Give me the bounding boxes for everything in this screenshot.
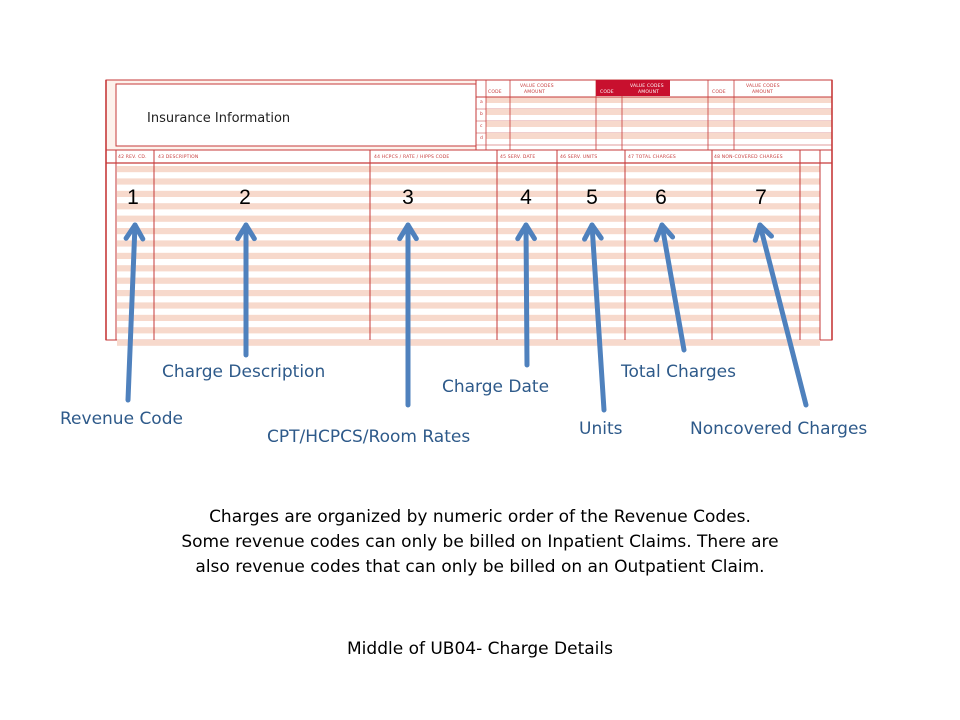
- insurance-information-label: Insurance Information: [147, 111, 291, 126]
- field-number-5: 5: [586, 186, 598, 209]
- arrow-head: [235, 222, 257, 242]
- label-charge-description: Charge Description: [162, 362, 326, 382]
- header-rev-cd: 42 REV. CD.: [118, 155, 147, 160]
- arrow-revenue-code: [123, 222, 146, 403]
- charge-stripe: [117, 240, 820, 247]
- arrow-head: [752, 222, 774, 243]
- charge-stripe: [117, 265, 820, 272]
- label-noncovered-charges: Noncovered Charges: [690, 419, 868, 439]
- arrow-charge-description: [235, 222, 257, 358]
- value-codes-code-2: CODE: [600, 90, 614, 95]
- arrow-head: [123, 222, 146, 242]
- charge-stripe: [117, 290, 820, 297]
- value-codes-highlight: [596, 80, 670, 96]
- value-row-letter-a: a: [480, 100, 483, 105]
- arrow-head: [582, 222, 604, 242]
- header-serv-date: 45 SERV. DATE: [500, 155, 536, 160]
- form-top-section: [105, 79, 833, 151]
- value-row-letter-c: c: [480, 124, 483, 129]
- field-number-1: 1: [127, 186, 139, 209]
- label-revenue-code: Revenue Code: [60, 409, 183, 429]
- note-line-2: Some revenue codes can only be billed on…: [181, 532, 779, 552]
- charge-line-stripes: [117, 166, 820, 346]
- arrow-shaft: [125, 222, 138, 403]
- charge-stripe: [117, 277, 820, 284]
- explanatory-note: Charges are organized by numeric order o…: [0, 505, 960, 580]
- arrow-charge-date: [515, 222, 537, 368]
- field-number-4: 4: [520, 186, 532, 209]
- arrow-total-charges: [653, 222, 687, 353]
- charge-stripe: [117, 166, 820, 173]
- header-description: 43 DESCRIPTION: [158, 155, 199, 160]
- header-serv-units: 46 SERV. UNITS: [560, 155, 598, 160]
- charge-stripe: [117, 314, 820, 321]
- form-charge-section: [105, 80, 833, 346]
- value-row-letter-d: d: [480, 136, 484, 141]
- label-total-charges: Total Charges: [621, 362, 736, 382]
- arrow-shaft: [659, 222, 687, 353]
- charge-stripe: [117, 339, 820, 346]
- arrow-head: [515, 222, 537, 242]
- value-codes-stripe: [486, 109, 832, 115]
- header-hcpcs: 44 HCPCS / RATE / HIPPS CODE: [374, 155, 450, 160]
- header-total-charges: 47 TOTAL CHARGES: [628, 155, 676, 160]
- note-line-3: also revenue codes that can only be bill…: [195, 557, 765, 577]
- label-units: Units: [579, 419, 623, 439]
- charge-stripe: [117, 228, 820, 235]
- value-codes-stripe: [486, 121, 832, 127]
- arrow-cpt-hcpcs: [397, 222, 419, 408]
- charge-stripe: [117, 327, 820, 334]
- value-codes-code-3: CODE: [712, 90, 726, 95]
- value-codes-stripe: [486, 97, 832, 103]
- charge-stripe: [117, 190, 820, 197]
- header-noncovered: 48 NON-COVERED CHARGES: [714, 155, 783, 160]
- note-line-1: Charges are organized by numeric order o…: [209, 507, 751, 527]
- slide-caption: Middle of UB04- Charge Details: [347, 639, 613, 659]
- field-number-2: 2: [239, 186, 251, 209]
- field-number-3: 3: [402, 186, 414, 209]
- charge-stripe: [117, 215, 820, 222]
- value-codes-header-3: VALUE CODES: [746, 84, 780, 89]
- value-codes-stripe: [486, 133, 832, 139]
- arrow-head: [397, 222, 419, 242]
- value-codes-amount-3: AMOUNT: [752, 90, 774, 95]
- value-row-letter-b: b: [480, 112, 484, 117]
- charge-stripe: [117, 302, 820, 309]
- field-number-6: 6: [655, 186, 667, 209]
- arrow-noncovered-charges: [752, 222, 809, 408]
- annotation-arrows: [123, 222, 809, 413]
- label-charge-date: Charge Date: [442, 377, 550, 397]
- value-codes-amount-1: AMOUNT: [524, 90, 546, 95]
- value-codes-header-1: VALUE CODES: [520, 84, 554, 89]
- arrow-units: [582, 222, 607, 413]
- charge-column-lines: [105, 80, 833, 340]
- arrow-shaft: [523, 222, 530, 368]
- arrow-head: [653, 222, 676, 243]
- label-cpt-hcpcs: CPT/HCPCS/Room Rates: [267, 427, 471, 447]
- field-number-7: 7: [755, 186, 767, 209]
- charge-stripe: [117, 203, 820, 210]
- arrow-shaft: [757, 222, 809, 408]
- value-codes-header-2: VALUE CODES: [630, 84, 664, 89]
- value-codes-amount-2: AMOUNT: [638, 90, 660, 95]
- charge-stripe: [117, 252, 820, 259]
- value-codes-code-1: CODE: [488, 90, 502, 95]
- arrow-shaft: [589, 222, 607, 413]
- charge-stripe: [117, 178, 820, 185]
